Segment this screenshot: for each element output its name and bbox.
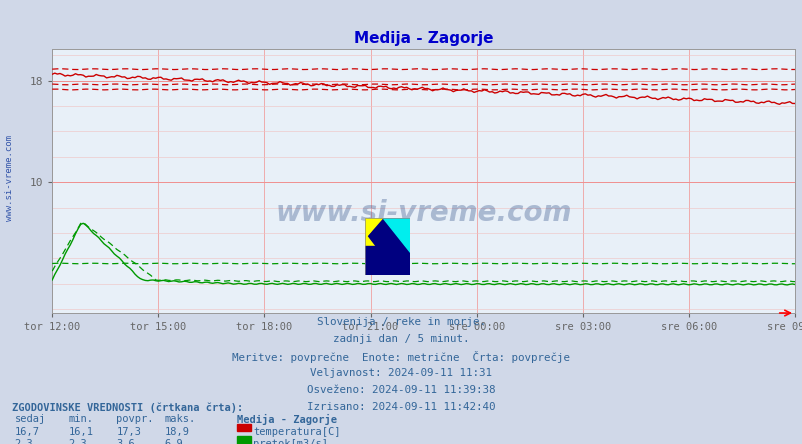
Polygon shape bbox=[383, 218, 409, 252]
Text: 17,3: 17,3 bbox=[116, 427, 141, 437]
Text: Meritve: povprečne  Enote: metrične  Črta: povprečje: Meritve: povprečne Enote: metrične Črta:… bbox=[233, 351, 569, 363]
Bar bbox=[365, 218, 387, 246]
Text: temperatura[C]: temperatura[C] bbox=[253, 427, 340, 437]
Text: 2,3: 2,3 bbox=[14, 439, 33, 444]
Text: Veljavnost: 2024-09-11 11:31: Veljavnost: 2024-09-11 11:31 bbox=[310, 368, 492, 378]
Text: www.si-vreme.com: www.si-vreme.com bbox=[5, 135, 14, 221]
Text: ZGODOVINSKE VREDNOSTI (črtkana črta):: ZGODOVINSKE VREDNOSTI (črtkana črta): bbox=[12, 403, 243, 413]
Text: Osveženo: 2024-09-11 11:39:38: Osveženo: 2024-09-11 11:39:38 bbox=[307, 385, 495, 395]
Polygon shape bbox=[365, 218, 409, 275]
Text: maks.: maks. bbox=[164, 414, 196, 424]
Text: 2,3: 2,3 bbox=[68, 439, 87, 444]
Text: 6,9: 6,9 bbox=[164, 439, 183, 444]
Text: 16,1: 16,1 bbox=[68, 427, 93, 437]
Text: 3,6: 3,6 bbox=[116, 439, 135, 444]
Title: Medija - Zagorje: Medija - Zagorje bbox=[354, 31, 492, 46]
Text: Izrisano: 2024-09-11 11:42:40: Izrisano: 2024-09-11 11:42:40 bbox=[307, 402, 495, 412]
Text: Slovenija / reke in morje.: Slovenija / reke in morje. bbox=[317, 317, 485, 328]
Text: pretok[m3/s]: pretok[m3/s] bbox=[253, 439, 327, 444]
Text: min.: min. bbox=[68, 414, 93, 424]
Text: Medija - Zagorje: Medija - Zagorje bbox=[237, 414, 337, 425]
Text: 18,9: 18,9 bbox=[164, 427, 189, 437]
Text: zadnji dan / 5 minut.: zadnji dan / 5 minut. bbox=[333, 334, 469, 345]
Text: sedaj: sedaj bbox=[14, 414, 46, 424]
Bar bbox=[365, 246, 409, 275]
Bar bbox=[387, 218, 409, 246]
Text: povpr.: povpr. bbox=[116, 414, 154, 424]
Polygon shape bbox=[365, 218, 383, 238]
Polygon shape bbox=[365, 218, 380, 238]
Text: 16,7: 16,7 bbox=[14, 427, 39, 437]
Text: www.si-vreme.com: www.si-vreme.com bbox=[275, 198, 571, 226]
